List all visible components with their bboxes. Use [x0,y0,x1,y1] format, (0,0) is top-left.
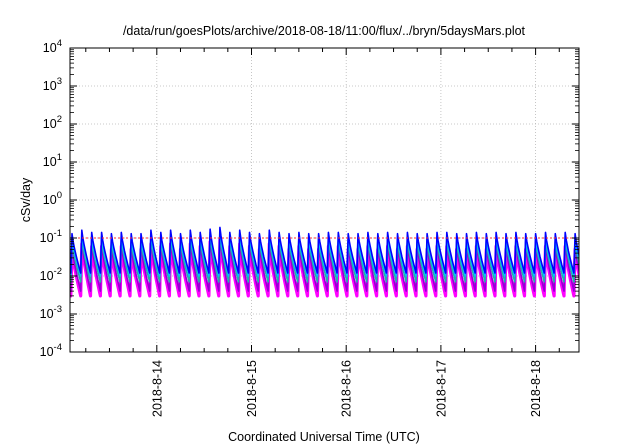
y-tick-label: 10-1 [40,228,62,245]
x-axis-label: Coordinated Universal Time (UTC) [228,430,420,444]
x-tick-label: 2018-8-14 [150,360,164,417]
series-line [70,237,579,292]
y-tick-label: 102 [43,114,62,131]
y-tick-label: 103 [43,76,62,93]
y-tick-label: 100 [43,190,62,207]
axis-ticks [70,47,579,353]
x-tick-label: 2018-8-16 [340,360,354,417]
series-line [70,234,579,283]
y-tick-label: 10-4 [40,342,62,359]
y-tick-label: 104 [43,38,62,55]
x-tick-label: 2018-8-18 [529,360,543,417]
y-axis-label: cSv/day [19,177,33,222]
x-tick-label: 2018-8-15 [245,360,259,417]
series-line [70,238,579,298]
series-group [70,226,579,298]
y-tick-label: 10-2 [40,266,62,283]
y-tick-label: 10-3 [40,304,62,321]
series-line [70,226,579,274]
series-line [70,230,579,277]
x-tick-labels: 2018-8-14 2018-8-15 2018-8-16 2018-8-17 2018… [150,360,543,417]
x-tick-label: 2018-8-17 [434,360,448,417]
y-tick-label: 101 [43,152,62,169]
y-tick-labels: 10-4 10-3 10-2 10-1 100 101 102 103 104 [40,38,62,359]
chart-title: /data/run/goesPlots/archive/2018-08-18/1… [123,24,526,38]
